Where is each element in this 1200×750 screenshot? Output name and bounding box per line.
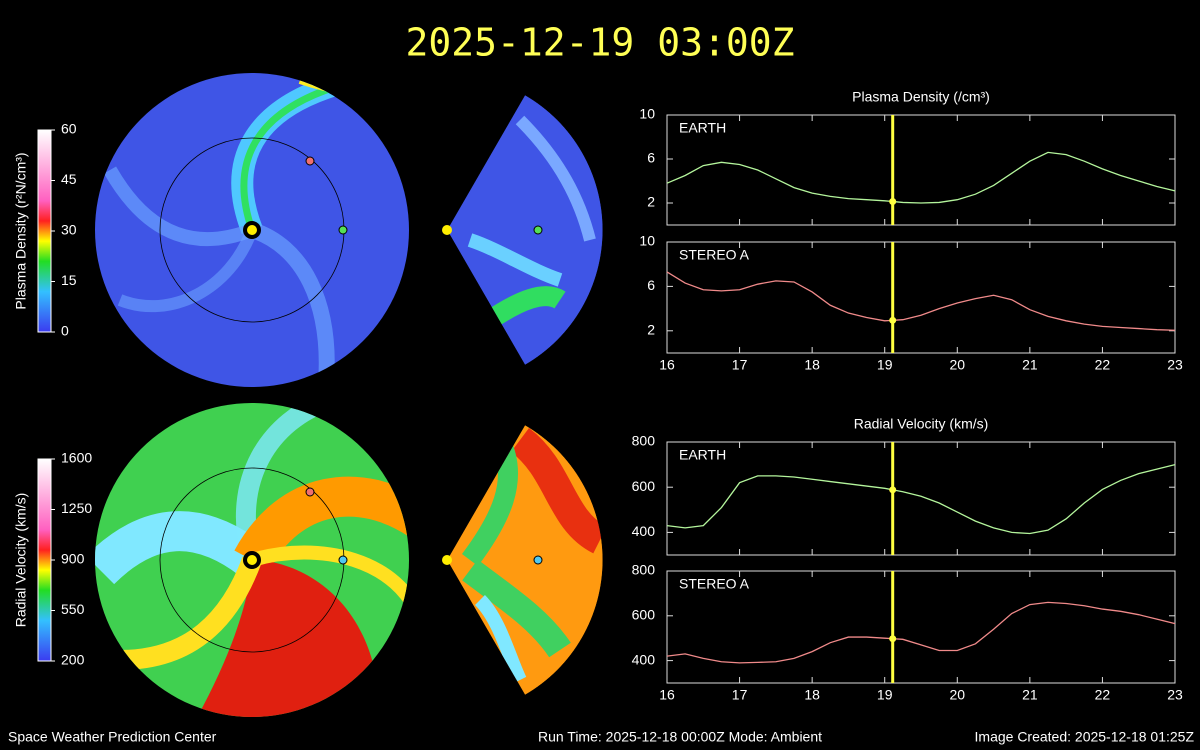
data-line xyxy=(666,463,1176,535)
y-tick-label: 800 xyxy=(632,562,656,578)
footer-right: Image Created: 2025-12-18 01:25Z xyxy=(975,729,1195,745)
colorbar-tick-label: 550 xyxy=(61,601,85,617)
data-line xyxy=(666,151,1176,204)
colorbar-tick-label: 1600 xyxy=(61,450,92,466)
colorbar-tick-label: 900 xyxy=(61,551,85,567)
plot-frame xyxy=(666,570,1176,684)
y-tick-label: 600 xyxy=(632,478,656,494)
colorbar-tick-label: 45 xyxy=(61,171,77,187)
footer-center: Run Time: 2025-12-18 00:00Z Mode: Ambien… xyxy=(538,729,822,745)
x-tick-label: 23 xyxy=(1167,687,1183,703)
y-tick-label: 2 xyxy=(647,322,655,338)
sun xyxy=(442,225,452,235)
x-tick-label: 16 xyxy=(659,687,675,703)
stereo-a xyxy=(305,487,315,497)
series-label: STEREO A xyxy=(679,247,750,263)
colorbar xyxy=(37,129,52,333)
earth xyxy=(338,225,348,235)
footer-left: Space Weather Prediction Center xyxy=(8,729,217,745)
series-label: EARTH xyxy=(679,120,726,136)
earth xyxy=(533,555,543,565)
x-tick-label: 23 xyxy=(1167,357,1183,373)
x-tick-label: 21 xyxy=(1022,357,1038,373)
velocity-wedge xyxy=(447,425,603,695)
plot-frame xyxy=(666,241,1176,354)
y-tick-label: 6 xyxy=(647,150,655,166)
density-wedge xyxy=(447,95,603,365)
earth xyxy=(533,225,543,235)
cursor-dot xyxy=(889,635,897,643)
plot-frame xyxy=(666,114,1176,226)
y-tick-label: 800 xyxy=(632,433,656,449)
data-line xyxy=(666,271,1176,331)
colorbar-tick-label: 30 xyxy=(61,222,77,238)
y-tick-label: 400 xyxy=(632,651,656,667)
wedge-outline xyxy=(446,94,604,366)
x-tick-label: 22 xyxy=(1095,357,1111,373)
cursor-dot xyxy=(889,316,897,324)
plot-title: Plasma Density (/cm³) xyxy=(852,89,990,105)
colorbar xyxy=(37,458,52,662)
colorbar-tick-label: 15 xyxy=(61,272,77,288)
cursor-dot xyxy=(889,198,897,206)
x-tick-label: 16 xyxy=(659,357,675,373)
x-tick-label: 22 xyxy=(1095,687,1111,703)
y-tick-label: 600 xyxy=(632,607,656,623)
y-tick-label: 10 xyxy=(639,233,655,249)
colorbar-label: Radial Velocity (km/s) xyxy=(13,493,29,628)
colorbar-label: Plasma Density (r²N/cm³) xyxy=(13,152,29,309)
colorbar-tick-label: 0 xyxy=(61,323,69,339)
timestamp-title: 2025-12-19 03:00Z xyxy=(406,21,795,65)
y-tick-label: 10 xyxy=(639,106,655,122)
x-tick-label: 18 xyxy=(804,687,820,703)
x-tick-label: 17 xyxy=(732,357,748,373)
series-label: EARTH xyxy=(679,447,726,463)
plot-frame xyxy=(666,441,1176,556)
x-tick-label: 18 xyxy=(804,357,820,373)
x-tick-label: 20 xyxy=(949,687,965,703)
x-tick-label: 19 xyxy=(877,357,893,373)
earth xyxy=(338,555,348,565)
stereo-a xyxy=(305,156,315,166)
cursor-dot xyxy=(889,486,897,494)
sun xyxy=(243,551,261,569)
colorbar-tick-label: 60 xyxy=(61,121,77,137)
sun xyxy=(442,555,452,565)
wedge-outline xyxy=(446,424,604,696)
x-tick-label: 17 xyxy=(732,687,748,703)
colorbar-tick-label: 200 xyxy=(61,652,85,668)
data-line xyxy=(666,601,1176,664)
series-label: STEREO A xyxy=(679,576,750,592)
x-tick-label: 19 xyxy=(877,687,893,703)
colorbar-tick-label: 1250 xyxy=(61,500,92,516)
y-tick-label: 2 xyxy=(647,194,655,210)
x-tick-label: 20 xyxy=(949,357,965,373)
y-tick-label: 6 xyxy=(647,277,655,293)
velocity-disk xyxy=(95,403,409,717)
plot-title: Radial Velocity (km/s) xyxy=(854,416,989,432)
y-tick-label: 400 xyxy=(632,523,656,539)
x-tick-label: 21 xyxy=(1022,687,1038,703)
sun xyxy=(243,221,261,239)
